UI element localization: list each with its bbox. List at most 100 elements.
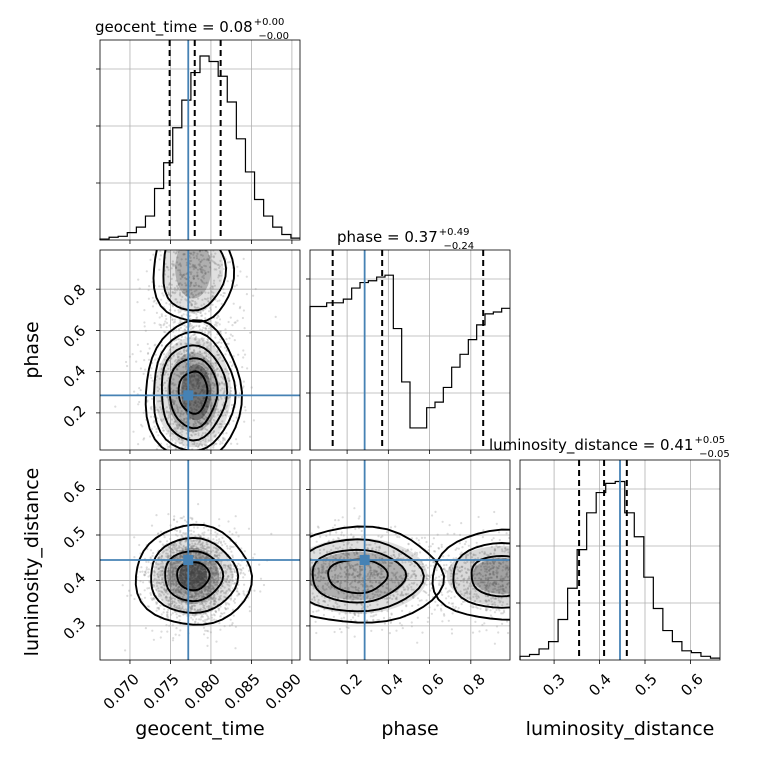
sample-point xyxy=(199,368,203,371)
sample-point xyxy=(192,414,195,417)
sample-point xyxy=(218,578,222,581)
sample-point xyxy=(195,392,198,395)
sample-point xyxy=(224,470,226,472)
sample-point xyxy=(147,568,150,571)
sample-point xyxy=(200,572,203,575)
sample-point xyxy=(195,581,198,584)
sample-point xyxy=(183,532,186,535)
sample-point xyxy=(204,481,206,483)
sample-point xyxy=(472,561,475,564)
sample-point xyxy=(157,563,160,566)
sample-point xyxy=(223,193,225,195)
sample-point xyxy=(156,606,159,610)
sample-point xyxy=(194,554,197,557)
sample-point xyxy=(205,245,207,247)
sample-point xyxy=(467,577,470,580)
sample-point xyxy=(191,567,194,570)
sample-point xyxy=(163,582,166,585)
sample-point xyxy=(157,587,160,590)
sample-point xyxy=(190,360,193,363)
sample-point xyxy=(179,577,183,580)
sample-point xyxy=(170,550,173,553)
sample-point xyxy=(200,507,202,509)
density-shade xyxy=(175,250,212,299)
sample-point xyxy=(208,581,211,585)
sample-point xyxy=(191,564,194,568)
sample-point xyxy=(202,246,204,248)
sample-point xyxy=(191,579,194,582)
sample-point xyxy=(357,612,360,615)
sample-point xyxy=(173,400,176,403)
sample-point xyxy=(205,605,209,608)
sample-point xyxy=(136,301,139,304)
sample-point xyxy=(172,482,174,484)
sample-point xyxy=(216,590,220,593)
sample-point xyxy=(221,439,225,442)
sample-point xyxy=(209,532,212,535)
sample-point xyxy=(182,590,185,593)
sample-point xyxy=(160,454,162,456)
sample-point xyxy=(143,321,146,324)
sample-point xyxy=(163,373,166,376)
sample-point xyxy=(181,572,185,576)
sample-point xyxy=(222,224,224,226)
sample-point xyxy=(185,591,188,595)
sample-point xyxy=(389,562,392,565)
sample-point xyxy=(161,578,164,581)
sample-point xyxy=(243,406,246,409)
sample-point xyxy=(536,621,538,623)
sample-point xyxy=(212,587,215,590)
sample-point xyxy=(184,336,187,339)
sample-point xyxy=(171,612,174,615)
sample-point xyxy=(196,568,199,571)
sample-point xyxy=(195,547,199,550)
sample-point xyxy=(200,190,202,192)
sample-point xyxy=(201,314,204,317)
sample-point xyxy=(190,577,193,580)
sample-point xyxy=(184,591,187,594)
sample-point xyxy=(172,384,176,387)
sample-point xyxy=(195,582,198,585)
sample-point xyxy=(204,568,207,571)
sample-point xyxy=(215,571,219,574)
sample-point xyxy=(161,586,164,589)
sample-point xyxy=(502,589,505,592)
sample-point xyxy=(190,570,193,573)
sample-point xyxy=(217,263,220,266)
sample-point xyxy=(198,443,201,446)
sample-point xyxy=(192,425,195,428)
sample-point xyxy=(206,588,209,591)
sample-point xyxy=(182,569,185,572)
sample-point xyxy=(166,596,169,599)
sample-point xyxy=(206,585,209,589)
sample-point xyxy=(219,598,222,601)
sample-point xyxy=(204,586,207,589)
sample-point xyxy=(172,518,176,521)
sample-point xyxy=(183,378,186,382)
sample-point xyxy=(197,541,200,544)
sample-point xyxy=(242,572,245,575)
sample-point xyxy=(167,377,170,380)
sample-point xyxy=(175,544,178,547)
sample-point xyxy=(180,433,183,436)
sample-point xyxy=(201,576,204,579)
sample-point xyxy=(192,431,195,434)
sample-point xyxy=(216,579,220,582)
sample-point xyxy=(512,603,514,605)
sample-point xyxy=(516,596,518,598)
sample-point xyxy=(310,532,313,535)
sample-point xyxy=(155,609,158,612)
sample-point xyxy=(222,391,225,395)
sample-point xyxy=(206,405,209,408)
sample-point xyxy=(174,573,177,576)
sample-point xyxy=(204,547,207,551)
sample-point xyxy=(193,572,196,575)
sample-point xyxy=(212,455,214,457)
sample-point xyxy=(168,547,171,550)
sample-point xyxy=(155,302,158,305)
sample-point xyxy=(176,358,179,361)
sample-point xyxy=(222,359,225,362)
sample-point xyxy=(200,577,203,580)
sample-point xyxy=(214,597,217,600)
sample-point xyxy=(167,571,171,574)
